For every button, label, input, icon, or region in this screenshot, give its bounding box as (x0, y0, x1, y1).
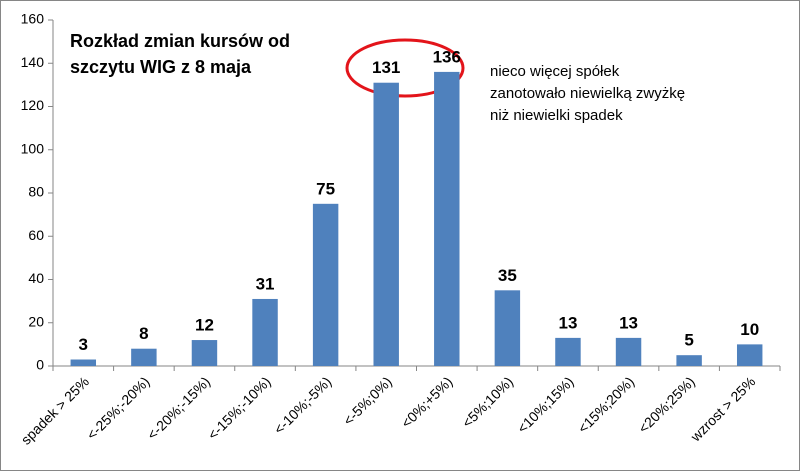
bar (494, 290, 521, 366)
data-label: 12 (195, 316, 214, 335)
bar (555, 337, 581, 366)
y-tick-label: 40 (28, 270, 44, 286)
bar (434, 71, 460, 367)
y-tick-label: 20 (28, 313, 44, 329)
data-label: 10 (740, 320, 759, 339)
bar (312, 203, 339, 366)
y-tick-label: 100 (21, 140, 45, 156)
bar (131, 348, 157, 366)
bar (615, 337, 642, 366)
bar (191, 340, 218, 366)
chart-title: szczytu WIG z 8 maja (70, 57, 252, 77)
y-tick-label: 160 (21, 11, 45, 27)
y-tick-label: 140 (21, 54, 45, 70)
bar (676, 355, 702, 366)
data-label: 13 (558, 313, 577, 332)
annotation: zanotowało niewielką zwyżkę (490, 85, 685, 102)
y-tick-label: 0 (36, 357, 44, 373)
data-label: 8 (139, 324, 148, 343)
annotation: nieco więcej spółek (490, 63, 620, 80)
bar (373, 82, 399, 367)
data-label: 75 (316, 179, 335, 198)
data-label: 136 (433, 47, 461, 66)
chart-title: Rozkład zmian kursów od (70, 31, 290, 51)
data-label: 31 (256, 274, 275, 293)
bar (736, 344, 763, 366)
y-tick-label: 120 (21, 97, 45, 113)
y-tick-label: 80 (28, 184, 44, 200)
y-tick-label: 60 (28, 227, 44, 243)
data-label: 3 (79, 335, 88, 354)
bar (252, 298, 278, 366)
data-label: 131 (372, 58, 400, 77)
highlight-ellipse (345, 38, 465, 98)
annotation: niż niewielki spadek (490, 107, 623, 124)
data-label: 5 (684, 331, 693, 350)
data-label: 35 (498, 266, 517, 285)
bar (70, 359, 97, 366)
data-label: 13 (619, 313, 638, 332)
